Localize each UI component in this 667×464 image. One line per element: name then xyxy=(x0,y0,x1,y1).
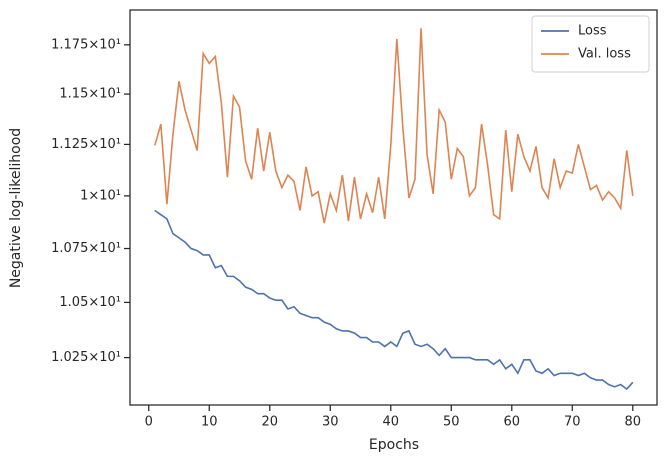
legend-label: Val. loss xyxy=(578,47,631,62)
x-tick-label: 20 xyxy=(261,415,278,430)
y-tick-label: 1×10¹ xyxy=(80,188,121,203)
legend-label: Loss xyxy=(578,24,607,39)
y-tick-label: 1.175×10¹ xyxy=(51,37,121,52)
x-tick-label: 10 xyxy=(201,415,218,430)
y-tick-label: 1.05×10¹ xyxy=(59,295,121,310)
plot-frame xyxy=(129,9,658,406)
line-series xyxy=(154,28,634,224)
y-axis-label: Negative log-likelihood xyxy=(8,128,24,288)
x-tick-label: 60 xyxy=(504,415,521,430)
y-tick-label: 1.15×10¹ xyxy=(59,87,121,102)
x-tick-label: 0 xyxy=(145,415,153,430)
x-tick-label: 40 xyxy=(383,415,400,430)
y-tick-label: 1.075×10¹ xyxy=(51,241,121,256)
line-series xyxy=(154,209,634,391)
x-tick-label: 80 xyxy=(625,415,642,430)
x-tick-label: 30 xyxy=(322,415,339,430)
legend-box xyxy=(531,15,650,73)
legend: Loss Val. loss xyxy=(531,15,650,73)
x-axis-label: Epochs xyxy=(369,437,419,453)
y-tick-label: 1.125×10¹ xyxy=(51,137,121,152)
y-tick-label: 1.025×10¹ xyxy=(51,350,121,365)
x-tick-label: 70 xyxy=(564,415,581,430)
x-tick-label: 50 xyxy=(443,415,460,430)
